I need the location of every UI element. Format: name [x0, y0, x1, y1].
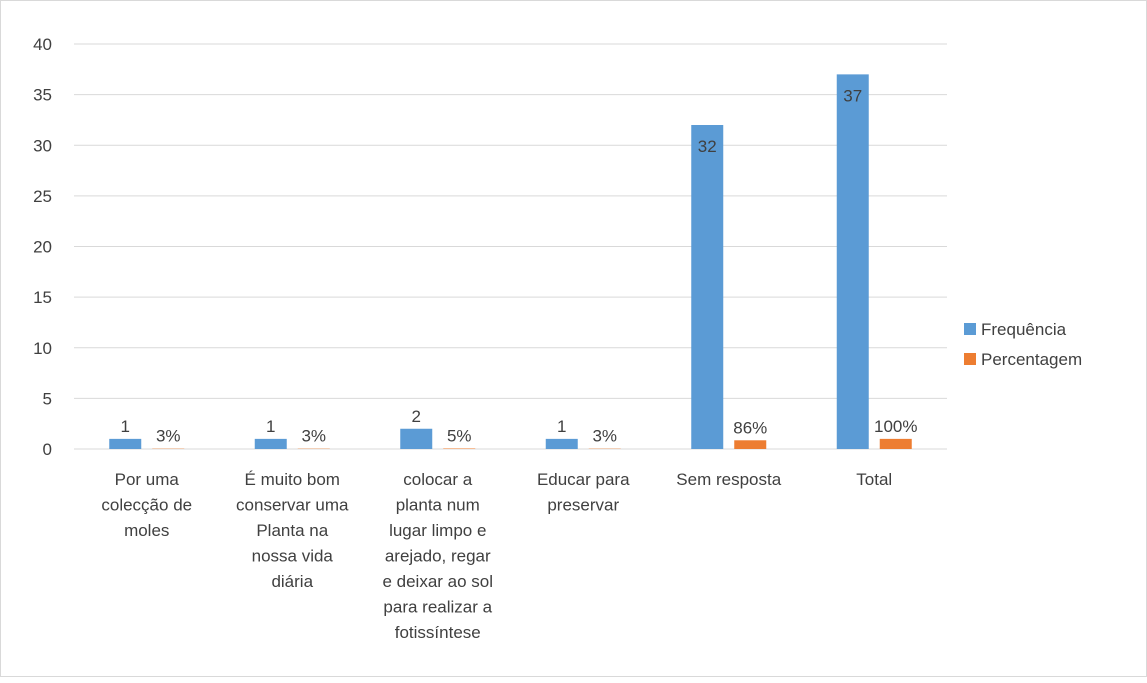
data-label-percentagem: 100%: [874, 417, 917, 436]
legend: Frequência Percentagem: [964, 320, 1082, 369]
x-category-label-line: e deixar ao sol: [382, 572, 493, 591]
x-category-label-line: nossa vida: [252, 547, 334, 566]
legend-swatch: [964, 323, 976, 335]
x-category-label-line: Total: [856, 470, 892, 489]
y-tick-label: 25: [33, 187, 52, 206]
bar-frequencia: [109, 439, 141, 449]
bar-frequencia: [691, 125, 723, 449]
x-category-label: É muito bom conservar uma Planta na nossa v…: [236, 470, 349, 591]
data-label-frequencia: 37: [843, 86, 862, 105]
bar-percentagem: [880, 439, 912, 449]
x-category-label-line: lugar limpo e: [389, 521, 486, 540]
y-tick-label: 20: [33, 238, 52, 257]
bars: [109, 74, 912, 449]
y-tick-label: 30: [33, 136, 52, 155]
gridlines: [74, 44, 947, 449]
x-category-label-line: colecção de: [101, 496, 192, 515]
x-category-label-line: arejado, regar: [385, 547, 491, 566]
legend-swatch: [964, 353, 976, 365]
x-category-label-line: Sem resposta: [676, 470, 781, 489]
bar-frequencia: [255, 439, 287, 449]
data-label-percentagem: 5%: [447, 426, 472, 445]
y-tick-label: 35: [33, 86, 52, 105]
x-axis-category-labels: Por uma colecção de moles É muito bom conser…: [101, 470, 892, 642]
x-category-label: Sem resposta: [676, 470, 781, 489]
legend-entry: Frequência: [981, 320, 1067, 339]
data-label-percentagem: 86%: [733, 418, 767, 437]
data-label-frequencia: 1: [121, 417, 130, 436]
bar-frequencia: [837, 74, 869, 449]
data-label-frequencia: 1: [266, 417, 275, 436]
bar-percentagem: [443, 448, 475, 449]
data-label-frequencia: 1: [557, 417, 566, 436]
x-category-label-line: É muito bom: [245, 470, 340, 489]
x-category-label: colocar a planta num lugar limpo e arejado,…: [382, 470, 493, 642]
x-category-label: Total: [856, 470, 892, 489]
data-labels: 1 3% 1 3% 2 5% 1 3% 32 86% 37 100%: [121, 86, 918, 445]
x-category-label-line: Educar para: [537, 470, 630, 489]
data-label-percentagem: 3%: [592, 427, 617, 446]
y-tick-label: 0: [43, 440, 52, 459]
x-category-label-line: colocar a: [403, 470, 473, 489]
x-category-label: Por uma colecção de moles: [101, 470, 192, 540]
y-tick-label: 15: [33, 288, 52, 307]
data-label-frequencia: 32: [698, 137, 717, 156]
x-category-label-line: preservar: [547, 496, 619, 515]
x-category-label-line: para realizar a: [383, 598, 492, 617]
x-category-label-line: diária: [271, 572, 313, 591]
x-category-label-line: moles: [124, 521, 169, 540]
bar-frequencia: [546, 439, 578, 449]
x-category-label-line: Planta na: [256, 521, 328, 540]
y-axis-tick-labels: 0 5 10 15 20 25 30 35 40: [33, 35, 52, 459]
x-category-label: Educar para preservar: [537, 470, 630, 515]
bar-percentagem: [734, 440, 766, 449]
y-tick-label: 10: [33, 339, 52, 358]
bar-frequencia: [400, 429, 432, 449]
x-category-label-line: conservar uma: [236, 496, 349, 515]
data-label-frequencia: 2: [412, 407, 421, 426]
data-label-percentagem: 3%: [156, 427, 181, 446]
x-category-label-line: planta num: [396, 496, 480, 515]
legend-entry: Percentagem: [981, 350, 1082, 369]
y-tick-label: 40: [33, 35, 52, 54]
y-tick-label: 5: [43, 389, 52, 408]
x-category-label-line: Por uma: [115, 470, 180, 489]
x-category-label-line: fotissíntese: [395, 623, 481, 642]
data-label-percentagem: 3%: [301, 427, 326, 446]
